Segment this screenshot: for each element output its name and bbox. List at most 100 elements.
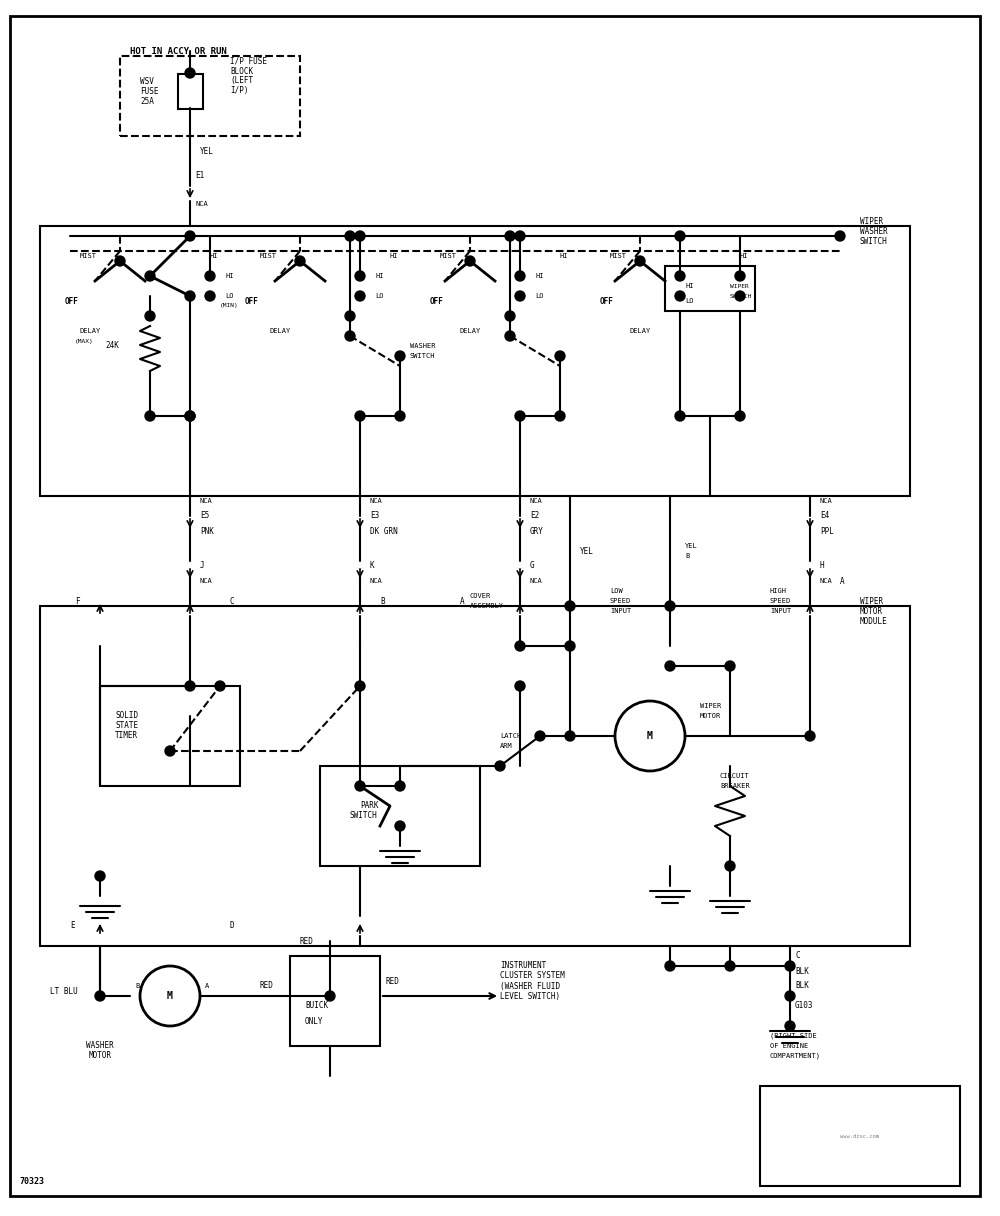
Circle shape: [395, 821, 405, 831]
Text: BREAKER: BREAKER: [720, 783, 750, 789]
Circle shape: [555, 351, 565, 361]
Text: ARM: ARM: [500, 743, 513, 749]
Bar: [40, 226, 910, 496]
Text: K: K: [370, 562, 375, 570]
Text: (MIN): (MIN): [220, 304, 239, 309]
Circle shape: [665, 662, 675, 671]
Text: SWITCH: SWITCH: [350, 811, 378, 821]
Text: (WASHER FLUID: (WASHER FLUID: [500, 981, 560, 991]
Text: INSTRUMENT: INSTRUMENT: [500, 962, 546, 970]
Text: 25A: 25A: [140, 96, 154, 106]
Text: (LEFT: (LEFT: [230, 77, 253, 85]
Text: B: B: [380, 597, 385, 606]
Text: WASHER: WASHER: [410, 343, 436, 349]
Circle shape: [145, 411, 155, 421]
Text: LO: LO: [535, 293, 544, 299]
Text: HIGH: HIGH: [770, 589, 787, 593]
Text: PPL: PPL: [820, 527, 834, 535]
Text: MODULE: MODULE: [860, 617, 888, 625]
Circle shape: [95, 871, 105, 882]
Circle shape: [465, 257, 475, 266]
Text: E4: E4: [820, 512, 829, 520]
Text: HI: HI: [225, 274, 234, 278]
Text: BLK: BLK: [795, 967, 809, 975]
Text: B: B: [135, 983, 139, 989]
Circle shape: [535, 731, 545, 741]
Circle shape: [165, 745, 175, 756]
Circle shape: [205, 271, 215, 281]
Text: MIST: MIST: [80, 253, 97, 259]
Text: GRY: GRY: [530, 527, 544, 535]
Text: HI: HI: [535, 274, 544, 278]
Circle shape: [355, 271, 365, 281]
Circle shape: [185, 411, 195, 421]
Text: I/P): I/P): [230, 86, 248, 96]
Text: NCA: NCA: [200, 578, 213, 584]
Circle shape: [205, 291, 215, 302]
Circle shape: [355, 291, 365, 302]
Text: G103: G103: [795, 1002, 814, 1010]
Bar: [178, 73, 202, 108]
Text: MIST: MIST: [610, 253, 627, 259]
Text: YEL: YEL: [580, 546, 594, 556]
Text: BUICK: BUICK: [305, 1002, 328, 1010]
Text: E: E: [70, 922, 75, 930]
Circle shape: [725, 861, 735, 871]
Circle shape: [675, 291, 685, 302]
Circle shape: [355, 781, 365, 790]
Circle shape: [345, 231, 355, 241]
Text: C: C: [230, 597, 235, 606]
Circle shape: [515, 641, 525, 651]
Circle shape: [505, 311, 515, 321]
Text: D: D: [230, 922, 235, 930]
Text: NCA: NCA: [370, 499, 383, 503]
Bar: [40, 606, 910, 946]
Text: DELAY: DELAY: [460, 328, 481, 334]
Text: SOLID: SOLID: [115, 711, 138, 721]
Circle shape: [515, 271, 525, 281]
Text: FUSE: FUSE: [140, 86, 158, 96]
Text: OFF: OFF: [430, 297, 444, 305]
Text: (RIGHT SIDE: (RIGHT SIDE: [770, 1032, 817, 1040]
Text: WIPER: WIPER: [700, 703, 721, 709]
Text: 24K: 24K: [105, 342, 119, 350]
Circle shape: [95, 991, 105, 1001]
Text: SWITCH: SWITCH: [730, 293, 753, 298]
Text: SPEED: SPEED: [770, 598, 791, 604]
Text: E2: E2: [530, 512, 539, 520]
Circle shape: [515, 231, 525, 241]
Text: RED: RED: [300, 936, 314, 946]
Text: LO: LO: [685, 298, 694, 304]
Text: NCA: NCA: [530, 578, 543, 584]
Text: WIPER: WIPER: [730, 283, 749, 288]
Bar: [120, 56, 300, 136]
Text: F: F: [75, 597, 80, 606]
Text: BLOCK: BLOCK: [230, 67, 253, 75]
Text: PARK: PARK: [360, 801, 378, 811]
Circle shape: [185, 231, 195, 241]
Circle shape: [555, 411, 565, 421]
Circle shape: [395, 411, 405, 421]
Text: DELAY: DELAY: [630, 328, 651, 334]
Text: NCA: NCA: [195, 201, 208, 207]
Text: 70323: 70323: [20, 1177, 45, 1186]
Text: BLK: BLK: [795, 981, 809, 991]
Text: WIPER: WIPER: [860, 216, 883, 225]
Text: HI: HI: [685, 283, 694, 289]
Bar: [665, 266, 755, 311]
Bar: [100, 686, 240, 786]
Text: OFF: OFF: [600, 297, 614, 305]
Circle shape: [565, 601, 575, 610]
Text: E3: E3: [370, 512, 379, 520]
Text: WASHER: WASHER: [860, 226, 888, 236]
Text: SWITCH: SWITCH: [410, 353, 436, 359]
Text: H: H: [820, 562, 825, 570]
Circle shape: [325, 991, 335, 1001]
Circle shape: [785, 991, 795, 1001]
Circle shape: [505, 331, 515, 340]
Text: (MAX): (MAX): [75, 338, 94, 343]
Text: COVER: COVER: [470, 593, 491, 599]
Circle shape: [345, 311, 355, 321]
Text: A: A: [205, 983, 209, 989]
Text: STATE: STATE: [115, 721, 138, 731]
